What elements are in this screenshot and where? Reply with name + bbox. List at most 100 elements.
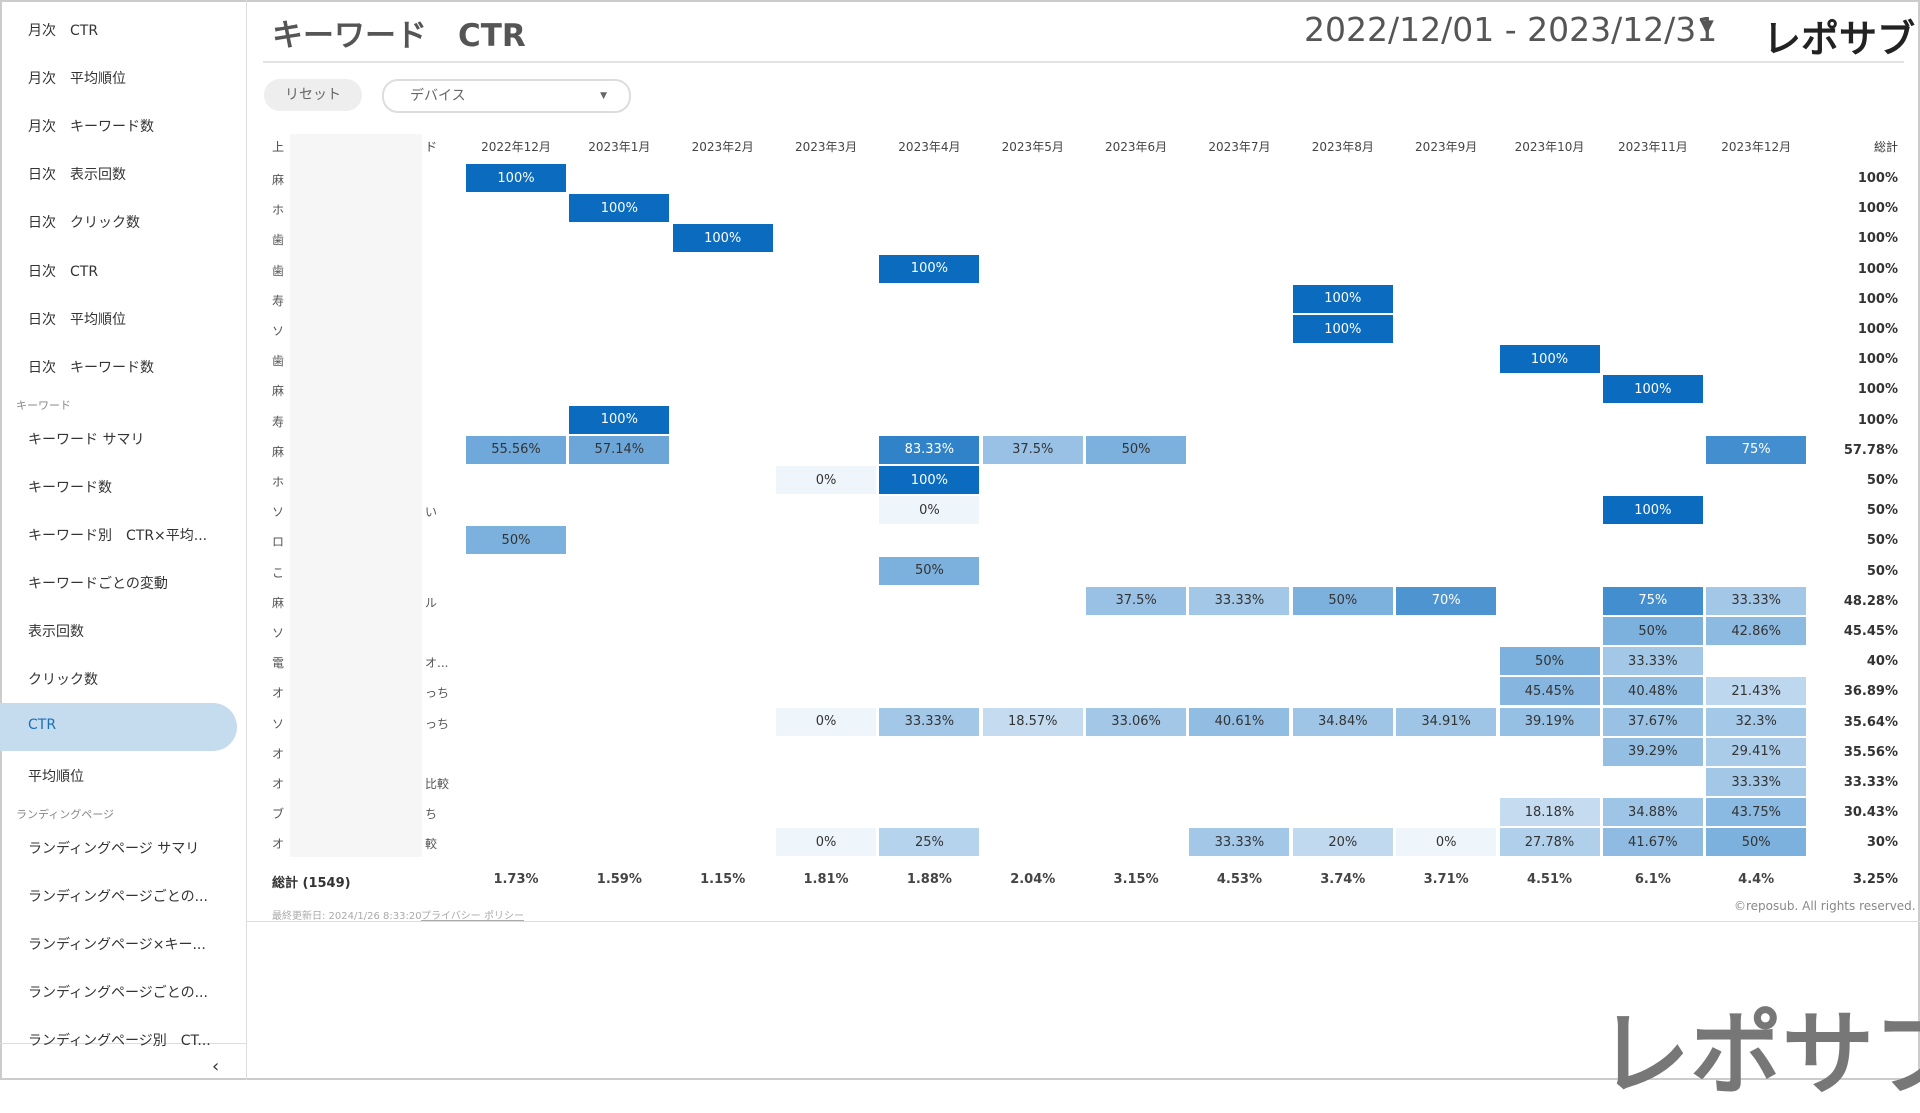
heat-cell[interactable]: 100% xyxy=(879,466,980,494)
nav-item[interactable]: 月次 CTR xyxy=(28,23,99,39)
nav-item[interactable]: CTR xyxy=(28,717,57,734)
nav-item[interactable]: ランディングページごとの... xyxy=(28,888,208,905)
heat-cell[interactable]: 33.33% xyxy=(1189,586,1290,615)
privacy-link[interactable]: プライバシー ポリシー xyxy=(421,911,524,922)
heat-cell[interactable]: 21.43% xyxy=(1706,677,1807,706)
heat-cell[interactable]: 34.84% xyxy=(1292,707,1393,736)
heat-cell[interactable]: 50% xyxy=(1706,828,1807,857)
row-total: 30% xyxy=(1866,835,1898,851)
heat-cell[interactable]: 75% xyxy=(1602,586,1703,615)
heat-cell[interactable]: 100% xyxy=(1602,496,1703,525)
row-total: 100% xyxy=(1857,291,1898,307)
nav-item[interactable]: 日次 平均順位 xyxy=(28,311,126,328)
nav-item[interactable]: ランディングページ×キー... xyxy=(28,936,206,953)
grand-total: 3.25% xyxy=(1852,872,1898,887)
device-filter[interactable]: デバイス ▼ xyxy=(382,79,631,113)
heat-cell[interactable]: 29.41% xyxy=(1706,737,1807,766)
heat-cell[interactable]: 0% xyxy=(879,496,980,525)
heat-cell[interactable]: 41.67% xyxy=(1602,828,1703,857)
heat-cell[interactable]: 33.33% xyxy=(879,707,980,736)
heat-cell[interactable]: 42.86% xyxy=(1706,617,1807,645)
heat-cell[interactable]: 33.06% xyxy=(1086,707,1187,736)
heat-cell[interactable]: 45.45% xyxy=(1499,677,1600,706)
heat-cell[interactable]: 40.48% xyxy=(1602,677,1703,706)
heat-cell[interactable]: 34.88% xyxy=(1602,798,1703,827)
heat-cell[interactable]: 100% xyxy=(466,164,566,192)
column-total: 1.88% xyxy=(906,872,952,887)
date-dropdown[interactable]: ▼ xyxy=(1700,16,1714,37)
heat-cell[interactable]: 18.57% xyxy=(982,707,1083,736)
nav-item[interactable]: ランディングページ サマリ xyxy=(28,840,200,857)
row-label-suffix: っち xyxy=(425,686,450,701)
heat-cell[interactable]: 43.75% xyxy=(1706,798,1807,827)
updated: 最終更新日: 2024/1/26 8:33:20 xyxy=(272,911,422,922)
heat-cell[interactable]: 50% xyxy=(1086,435,1187,464)
heat-cell[interactable]: 0% xyxy=(1396,828,1497,857)
nav-item[interactable]: キーワード別 CTR×平均... xyxy=(28,528,208,544)
nav-item[interactable]: 表示回数 xyxy=(28,624,84,641)
heat-cell[interactable]: 33.33% xyxy=(1189,828,1290,857)
heat-cell[interactable]: 100% xyxy=(672,224,773,253)
row-total: 100% xyxy=(1857,322,1898,337)
heat-cell[interactable]: 34.91% xyxy=(1396,707,1497,736)
heat-cell[interactable]: 33.33% xyxy=(1602,647,1703,676)
nav-item[interactable]: キーワード数 xyxy=(28,479,112,496)
heat-cell[interactable]: 100% xyxy=(1292,315,1393,343)
heat-cell[interactable]: 100% xyxy=(1292,284,1393,313)
heat-cell[interactable]: 39.19% xyxy=(1499,707,1600,736)
heat-cell[interactable]: 33.33% xyxy=(1706,768,1807,796)
date-range[interactable]: 2022/12/01 - 2023/12/31 xyxy=(1304,10,1718,49)
heat-cell[interactable]: 33.33% xyxy=(1706,586,1807,615)
nav-item[interactable]: 日次 CTR xyxy=(28,263,99,280)
heat-cell[interactable]: 55.56% xyxy=(466,435,566,464)
nav-item[interactable]: キーワード サマリ xyxy=(28,431,145,448)
heat-cell[interactable]: 20% xyxy=(1292,828,1393,857)
heat-cell[interactable]: 57.14% xyxy=(569,435,670,464)
nav-item[interactable]: クリック数 xyxy=(28,672,98,689)
heat-cell[interactable]: 18.18% xyxy=(1499,798,1600,827)
heat-cell[interactable]: 32.3% xyxy=(1706,707,1807,736)
heat-cell[interactable]: 0% xyxy=(776,828,877,857)
heat-cell[interactable]: 0% xyxy=(776,707,877,736)
column-header: 2023年11月 xyxy=(1617,140,1688,154)
row-label-suffix: い xyxy=(425,505,438,520)
nav-item[interactable]: 月次 キーワード数 xyxy=(28,119,154,136)
heat-cell[interactable]: 75% xyxy=(1706,435,1807,464)
heat-cell[interactable]: 37.67% xyxy=(1602,707,1703,736)
nav-item[interactable]: 日次 クリック数 xyxy=(28,215,140,232)
nav-item[interactable]: ランディングページごとの... xyxy=(28,984,208,1001)
nav-item[interactable]: 日次 キーワード数 xyxy=(28,359,154,376)
heat-cell[interactable]: 83.33% xyxy=(879,435,980,464)
heat-cell[interactable]: 50% xyxy=(466,526,566,555)
heat-cell[interactable]: 100% xyxy=(1602,375,1703,404)
nav-item[interactable]: 平均順位 xyxy=(28,768,84,785)
heat-cell[interactable]: 100% xyxy=(879,254,980,283)
heat-cell[interactable]: 50% xyxy=(1499,647,1600,676)
heat-cell[interactable]: 50% xyxy=(1602,617,1703,645)
reset-button[interactable]: リセット xyxy=(264,79,362,111)
collapse-button[interactable]: ‹ xyxy=(212,1056,220,1077)
frame xyxy=(0,0,1920,1080)
heat-cell[interactable]: 37.5% xyxy=(982,435,1083,464)
heat-cell[interactable]: 39.29% xyxy=(1602,737,1703,766)
heat-cell[interactable]: 70% xyxy=(1396,586,1497,615)
heat-cell[interactable]: 100% xyxy=(569,405,670,434)
heat-cell[interactable]: 50% xyxy=(879,556,980,585)
heat-cell[interactable]: 100% xyxy=(1499,345,1600,374)
heat-cell[interactable]: 37.5% xyxy=(1086,586,1187,615)
nav-item[interactable]: 日次 表示回数 xyxy=(28,167,126,184)
heat-cell[interactable]: 100% xyxy=(569,194,670,223)
nav-item[interactable]: ランディングページ別 CT... xyxy=(28,1033,211,1049)
row-total: 100% xyxy=(1857,261,1898,277)
heat-cell[interactable]: 27.78% xyxy=(1499,828,1600,857)
nav-item[interactable]: キーワードごとの変動 xyxy=(28,576,168,593)
label-header: ド xyxy=(425,140,438,154)
heat-cell[interactable]: 0% xyxy=(776,466,877,494)
row-label: オ xyxy=(272,777,285,791)
heat-cell[interactable]: 50% xyxy=(1292,586,1393,615)
heat-cell[interactable]: 25% xyxy=(879,828,980,857)
heat-cell[interactable]: 40.61% xyxy=(1189,707,1290,736)
nav-item[interactable]: 月次 平均順位 xyxy=(28,71,126,88)
footer-divider xyxy=(247,921,1920,922)
row-label: ブ xyxy=(272,807,285,822)
